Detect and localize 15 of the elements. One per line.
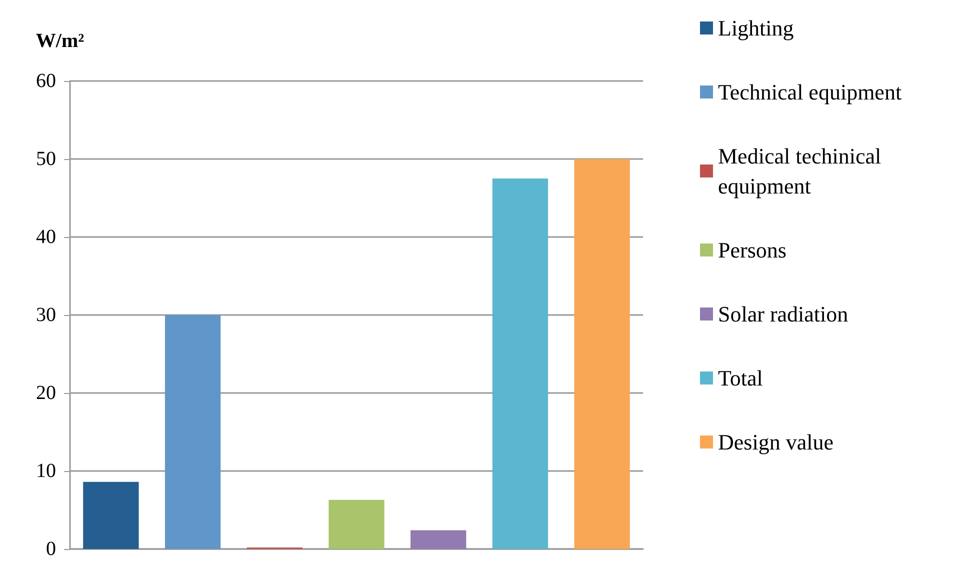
legend-label: Lighting bbox=[718, 16, 794, 40]
legend-label: Persons bbox=[718, 238, 786, 262]
y-tick-label: 60 bbox=[36, 70, 56, 92]
y-tick-label: 0 bbox=[46, 538, 56, 560]
y-tick-label: 40 bbox=[36, 226, 56, 248]
legend-label: Technical equipment bbox=[718, 80, 902, 104]
legend-label: Total bbox=[718, 366, 763, 390]
y-tick-label: 50 bbox=[36, 148, 56, 170]
legend-label: Solar radiation bbox=[718, 302, 848, 326]
y-tick-label: 20 bbox=[36, 382, 56, 404]
legend-label: Medical techinical equipment bbox=[718, 144, 887, 198]
y-tick-label: 30 bbox=[36, 304, 56, 326]
y-axis-title: W/m² bbox=[36, 30, 84, 52]
y-tick-label: 10 bbox=[36, 460, 56, 482]
legend-label: Design value bbox=[718, 430, 834, 454]
